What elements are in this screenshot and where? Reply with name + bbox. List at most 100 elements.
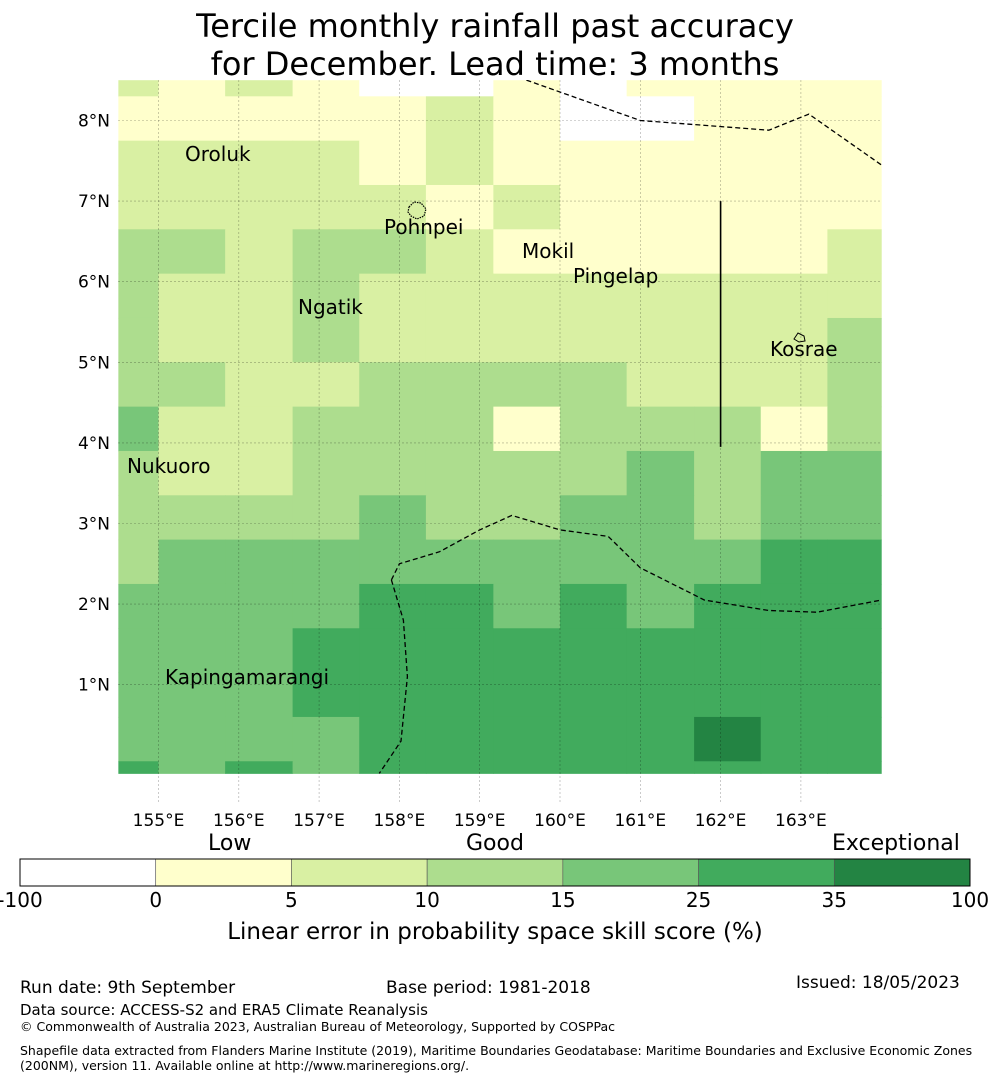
colorbar-tick-label: 15 bbox=[550, 888, 576, 912]
skill-cell bbox=[425, 583, 494, 629]
skill-cell bbox=[425, 495, 494, 541]
skill-cell bbox=[626, 406, 695, 452]
skill-cell bbox=[493, 761, 561, 774]
skill-cell bbox=[292, 229, 360, 275]
colorbar-segment bbox=[698, 858, 835, 887]
longitude-tick-label: 155°E bbox=[133, 811, 185, 831]
colorbar-tick-label: 0 bbox=[149, 888, 163, 912]
skill-cell bbox=[292, 273, 360, 319]
skill-cell bbox=[425, 140, 494, 186]
skill-cell bbox=[560, 362, 628, 408]
skill-cell bbox=[425, 96, 494, 142]
skill-cell bbox=[292, 672, 360, 718]
skill-cell bbox=[694, 273, 762, 319]
skill-cell bbox=[292, 628, 360, 674]
skill-cell bbox=[158, 80, 226, 97]
skill-cell bbox=[225, 539, 294, 585]
skill-cell bbox=[292, 140, 360, 186]
skill-cell bbox=[493, 716, 561, 762]
skill-cell bbox=[118, 539, 159, 585]
skill-cell bbox=[694, 184, 762, 230]
skill-cell bbox=[827, 716, 882, 762]
skill-cell bbox=[760, 495, 828, 541]
skill-cell bbox=[694, 628, 762, 674]
skill-cell bbox=[425, 628, 494, 674]
shapefile-note: Shapefile data extracted from Flanders M… bbox=[20, 1043, 973, 1073]
skill-cell bbox=[493, 362, 561, 408]
skill-cell bbox=[493, 495, 561, 541]
skill-cell bbox=[158, 628, 226, 674]
skill-cell bbox=[225, 229, 294, 275]
skill-cell bbox=[225, 406, 294, 452]
colorbar-tick-label: -100 bbox=[0, 888, 43, 912]
skill-cell bbox=[827, 362, 882, 408]
skill-cell bbox=[626, 495, 695, 541]
skill-cell bbox=[292, 450, 360, 496]
skill-cell bbox=[694, 761, 762, 774]
skill-cell bbox=[425, 716, 494, 762]
skill-cell bbox=[158, 583, 226, 629]
island-label-ngatik: Ngatik bbox=[298, 295, 363, 319]
colorbar-tick-label: 35 bbox=[821, 888, 848, 912]
skill-cell bbox=[760, 140, 828, 186]
skill-cell bbox=[626, 229, 695, 275]
skill-cell bbox=[827, 495, 882, 541]
skill-cell bbox=[760, 672, 828, 718]
skill-cell bbox=[118, 716, 159, 762]
skill-cell bbox=[760, 539, 828, 585]
skill-cell bbox=[560, 716, 628, 762]
skill-cell bbox=[292, 317, 360, 363]
longitude-tick-label: 160°E bbox=[534, 811, 586, 831]
skill-cell bbox=[560, 184, 628, 230]
skill-cell bbox=[292, 362, 360, 408]
skill-cell bbox=[493, 672, 561, 718]
skill-cell bbox=[425, 406, 494, 452]
skill-cell bbox=[359, 96, 427, 142]
run-date: Run date: 9th September bbox=[20, 978, 236, 998]
skill-cell bbox=[359, 716, 427, 762]
skill-cell bbox=[560, 672, 628, 718]
longitude-tick-label: 163°E bbox=[775, 811, 827, 831]
colorbar-tick-label: 5 bbox=[285, 888, 298, 912]
skill-cell bbox=[626, 716, 695, 762]
skill-cell bbox=[118, 96, 159, 142]
skill-cell bbox=[359, 406, 427, 452]
skill-cell bbox=[292, 761, 360, 774]
skill-cell bbox=[118, 184, 159, 230]
issued-date: Issued: 18/05/2023 bbox=[796, 973, 960, 993]
skill-cell bbox=[827, 450, 882, 496]
skill-cell bbox=[626, 273, 695, 319]
colorbar-tick-label: 100 bbox=[950, 888, 990, 912]
skill-cell bbox=[292, 539, 360, 585]
skill-cell bbox=[359, 362, 427, 408]
latitude-tick-label: 5°N bbox=[78, 353, 110, 373]
data-source: Data source: ACCESS-S2 and ERA5 Climate … bbox=[20, 1001, 428, 1019]
skill-cell bbox=[425, 761, 494, 774]
skill-cell bbox=[225, 184, 294, 230]
latitude-tick-label: 8°N bbox=[78, 112, 110, 132]
skill-cell bbox=[225, 362, 294, 408]
skill-cell bbox=[225, 583, 294, 629]
skill-cell bbox=[493, 184, 561, 230]
skill-cell bbox=[118, 80, 159, 97]
skill-cell bbox=[760, 96, 828, 142]
skill-cell bbox=[359, 761, 427, 774]
skill-cell bbox=[493, 406, 561, 452]
skill-cell bbox=[158, 716, 226, 762]
skill-cell bbox=[292, 495, 360, 541]
skill-cell bbox=[425, 273, 494, 319]
skill-cell bbox=[694, 716, 762, 762]
skill-cell bbox=[827, 583, 882, 629]
island-label-mokil: Mokil bbox=[522, 239, 574, 263]
skill-cell bbox=[560, 450, 628, 496]
skill-cell bbox=[158, 450, 226, 496]
skill-cell bbox=[493, 583, 561, 629]
copyright-note: © Commonwealth of Australia 2023, Austra… bbox=[20, 1019, 615, 1034]
skill-cell bbox=[225, 273, 294, 319]
skill-cell bbox=[158, 273, 226, 319]
skill-cell bbox=[760, 317, 828, 363]
kosrae-island-outline bbox=[793, 332, 806, 343]
skill-cell bbox=[626, 317, 695, 363]
skill-cell bbox=[359, 495, 427, 541]
